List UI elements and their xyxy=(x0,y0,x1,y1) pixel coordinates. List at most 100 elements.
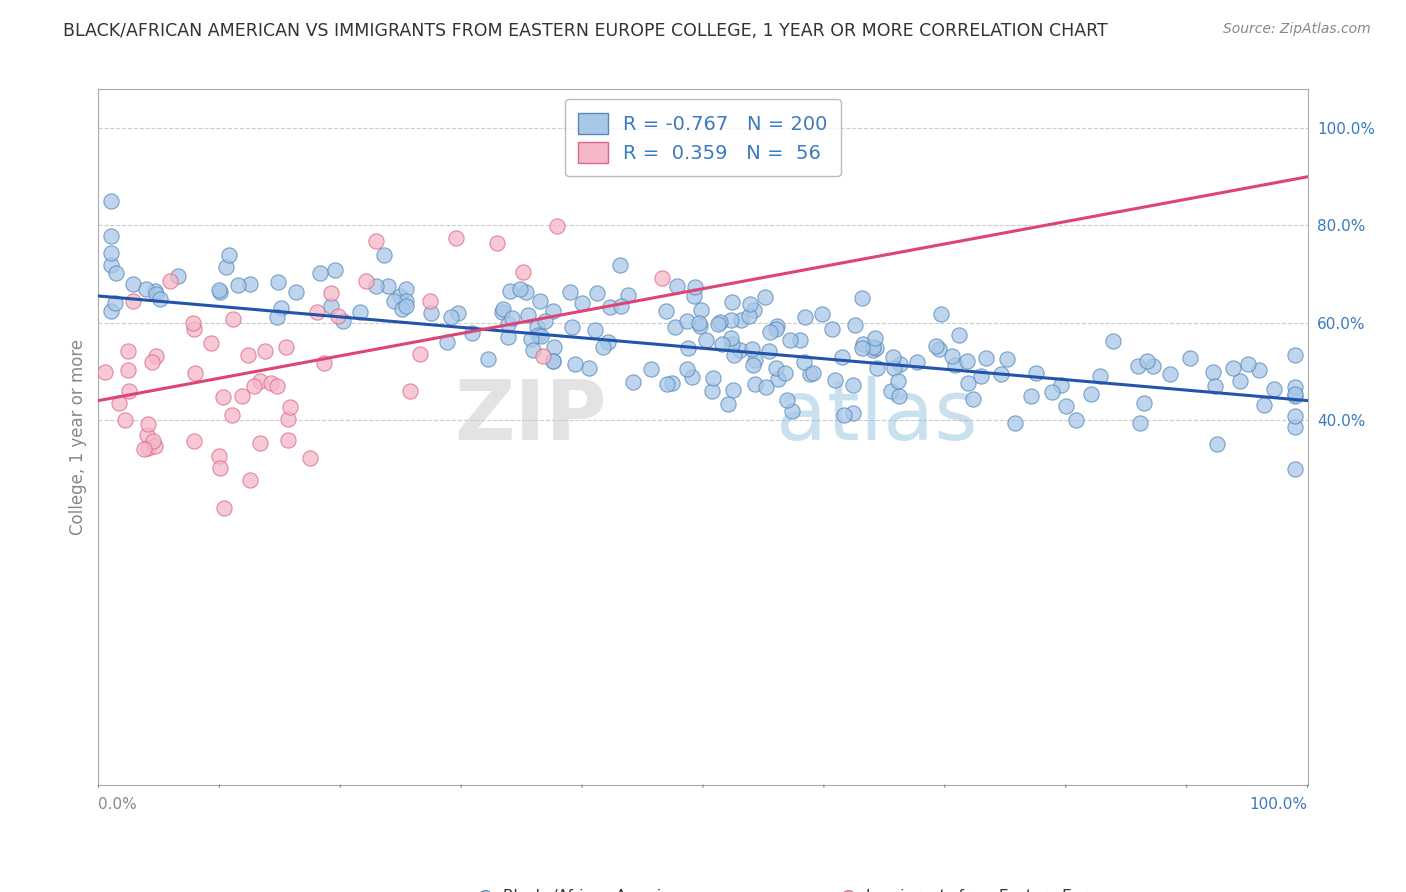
Point xyxy=(214,500,236,515)
Point xyxy=(1049,378,1071,392)
Point xyxy=(723,348,745,362)
Point xyxy=(801,366,824,380)
Point xyxy=(226,277,249,292)
Point xyxy=(887,374,910,388)
Point xyxy=(675,314,697,328)
Point xyxy=(943,358,966,372)
Point xyxy=(243,379,266,393)
Point xyxy=(765,361,787,376)
Point xyxy=(707,317,730,331)
Point xyxy=(842,378,865,392)
Point xyxy=(531,350,554,364)
Point xyxy=(957,376,980,391)
Point xyxy=(1040,384,1063,399)
Point xyxy=(143,284,166,298)
Point xyxy=(159,274,181,288)
Point xyxy=(862,340,884,354)
Point xyxy=(236,348,259,362)
Point xyxy=(136,442,159,456)
Point xyxy=(436,335,458,350)
Text: Source: ZipAtlas.com: Source: ZipAtlas.com xyxy=(1223,22,1371,37)
Point xyxy=(1206,437,1229,451)
Text: Immigrants from Eastern Europe: Immigrants from Eastern Europe xyxy=(866,889,1116,892)
Point xyxy=(104,296,127,310)
Point xyxy=(882,350,904,364)
Point xyxy=(655,304,678,318)
Text: Blacks/African Americans: Blacks/African Americans xyxy=(503,889,697,892)
Point xyxy=(765,321,787,335)
Point xyxy=(145,349,167,363)
Point xyxy=(941,349,963,363)
Point xyxy=(100,258,122,272)
Point xyxy=(1237,357,1260,371)
Point xyxy=(364,278,387,293)
Point xyxy=(534,314,557,328)
Point xyxy=(239,277,262,291)
Point xyxy=(419,293,441,308)
Point xyxy=(522,343,544,357)
Point xyxy=(501,310,523,325)
Point xyxy=(108,396,131,410)
Point xyxy=(218,248,240,262)
Point xyxy=(711,337,734,351)
Point xyxy=(688,316,710,330)
Point xyxy=(543,304,565,318)
Point xyxy=(181,316,204,330)
Point xyxy=(447,306,470,320)
Point xyxy=(599,300,621,314)
Point xyxy=(526,319,548,334)
Point xyxy=(821,322,844,336)
Point xyxy=(862,343,884,357)
Point xyxy=(1263,382,1285,396)
Point xyxy=(277,412,299,426)
Point xyxy=(730,312,752,326)
Point xyxy=(366,234,388,248)
Point xyxy=(208,449,231,463)
Point xyxy=(720,313,742,327)
Point xyxy=(530,328,553,343)
Point xyxy=(498,330,520,344)
Point xyxy=(143,439,166,453)
Point xyxy=(824,373,846,387)
Point xyxy=(319,285,342,300)
Point xyxy=(440,310,463,324)
Point xyxy=(1132,396,1154,410)
Point xyxy=(135,282,157,296)
Point xyxy=(492,302,515,317)
Point xyxy=(284,285,307,300)
Point xyxy=(744,352,766,367)
Point xyxy=(720,331,742,345)
Point xyxy=(742,358,765,372)
Point xyxy=(560,285,582,299)
Point xyxy=(349,304,371,318)
Point xyxy=(681,369,703,384)
Point xyxy=(1202,365,1225,379)
Point xyxy=(395,293,418,308)
Point xyxy=(863,331,886,345)
Point xyxy=(744,376,766,391)
Point xyxy=(1284,461,1306,475)
Point xyxy=(122,294,145,309)
Point xyxy=(114,413,136,427)
Point xyxy=(995,351,1018,366)
Point xyxy=(100,228,122,243)
Point xyxy=(117,344,139,359)
Point xyxy=(377,279,399,293)
Point xyxy=(391,301,413,316)
Point xyxy=(100,304,122,318)
Point xyxy=(117,362,139,376)
Point xyxy=(212,390,235,404)
Point xyxy=(962,392,984,407)
Point xyxy=(866,361,889,376)
Point xyxy=(974,351,997,365)
Legend: R = -0.767   N = 200, R =  0.359   N =  56: R = -0.767 N = 200, R = 0.359 N = 56 xyxy=(565,99,841,177)
Point xyxy=(794,310,817,324)
Point xyxy=(382,293,405,308)
Point xyxy=(118,384,141,399)
Point xyxy=(409,346,432,360)
Point xyxy=(1284,380,1306,394)
Point xyxy=(928,342,950,356)
Point xyxy=(1102,334,1125,349)
Point xyxy=(260,376,283,391)
Point xyxy=(141,354,163,368)
